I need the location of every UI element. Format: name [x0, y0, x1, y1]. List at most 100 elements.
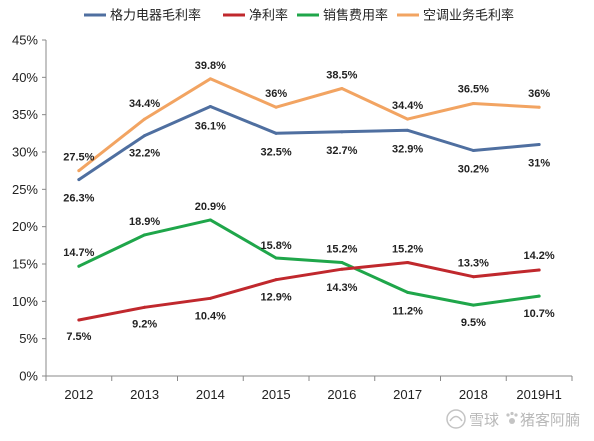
data-label: 18.9% — [129, 216, 160, 228]
y-tick-label: 25% — [12, 182, 38, 197]
data-label: 36.5% — [458, 83, 489, 95]
legend-label: 净利率 — [249, 8, 288, 24]
y-tick-label: 0% — [19, 369, 38, 384]
x-tick-label: 2018 — [459, 387, 488, 402]
data-label: 27.5% — [63, 152, 94, 164]
data-point — [537, 268, 541, 272]
legend-label: 空调业务毛利率 — [423, 8, 514, 24]
data-point — [143, 305, 147, 309]
y-tick-label: 15% — [12, 257, 38, 272]
data-point — [340, 267, 344, 271]
data-label: 9.5% — [461, 317, 486, 329]
y-tick-label: 5% — [19, 331, 38, 346]
data-point — [143, 117, 147, 121]
data-point — [406, 261, 410, 265]
data-point — [471, 101, 475, 105]
data-label: 10.4% — [195, 310, 226, 322]
data-point — [143, 233, 147, 237]
data-point — [537, 294, 541, 298]
legend-label: 销售费用率 — [323, 8, 388, 24]
data-label: 31% — [528, 158, 550, 170]
x-tick-label: 2017 — [393, 387, 422, 402]
data-point — [274, 256, 278, 260]
data-label: 36.1% — [195, 120, 226, 132]
data-point — [208, 104, 212, 108]
y-axis: 0% 5% 10% 15% 20% 25% 30% 35% 40% 45% — [12, 33, 47, 384]
snowball-logo-icon — [446, 409, 466, 429]
paw-icon — [506, 411, 518, 424]
data-point — [274, 278, 278, 282]
data-label: 15.2% — [392, 244, 423, 256]
watermark-author: 猪客阿腩 — [520, 411, 580, 429]
data-label: 32.5% — [261, 146, 292, 158]
watermark: 雪球 猪客阿腩 — [446, 409, 580, 429]
data-label: 34.4% — [392, 100, 423, 112]
watermark-brand: 雪球 — [469, 411, 499, 429]
series-line — [77, 77, 541, 173]
data-point — [537, 105, 541, 109]
data-label: 15.2% — [326, 244, 357, 256]
data-label: 38.5% — [326, 70, 357, 82]
data-label: 10.7% — [524, 308, 555, 320]
data-point — [77, 178, 81, 182]
data-point — [208, 77, 212, 81]
data-label: 14.2% — [524, 250, 555, 262]
x-tick-label: 2019H1 — [516, 387, 562, 402]
data-label: 34.4% — [129, 98, 160, 110]
data-point — [406, 290, 410, 294]
legend: 格力电器毛利率 净利率 销售费用率 空调业务毛利率 — [84, 8, 514, 24]
data-point — [143, 134, 147, 138]
series-lines — [77, 77, 541, 322]
data-point — [471, 303, 475, 307]
data-label: 39.8% — [195, 60, 226, 72]
data-point — [274, 105, 278, 109]
data-point — [340, 87, 344, 91]
data-point — [77, 169, 81, 173]
data-point — [537, 143, 541, 147]
data-label: 36% — [265, 88, 287, 100]
data-point — [77, 264, 81, 268]
data-point — [471, 149, 475, 153]
data-label: 13.3% — [458, 258, 489, 270]
y-tick-label: 20% — [12, 219, 38, 234]
x-tick-label: 2016 — [327, 387, 356, 402]
y-tick-label: 30% — [12, 145, 38, 160]
data-point — [406, 117, 410, 121]
data-label: 11.2% — [392, 305, 423, 317]
y-tick-label: 45% — [12, 33, 38, 48]
y-tick-label: 40% — [12, 70, 38, 85]
y-tick-label: 10% — [12, 294, 38, 309]
data-label: 32.7% — [326, 145, 357, 157]
data-point — [406, 128, 410, 132]
data-point — [471, 275, 475, 279]
series-line — [77, 105, 541, 182]
x-tick-label: 2014 — [196, 387, 225, 402]
data-label: 12.9% — [261, 292, 292, 304]
data-label: 14.3% — [326, 282, 357, 294]
legend-label: 格力电器毛利率 — [110, 8, 201, 24]
x-tick-label: 2013 — [130, 387, 159, 402]
data-label: 32.9% — [392, 143, 423, 155]
data-point — [340, 261, 344, 265]
data-point — [340, 130, 344, 134]
data-label: 14.7% — [63, 247, 94, 259]
series-line — [77, 261, 541, 322]
data-label: 9.2% — [132, 318, 157, 330]
data-label: 15.8% — [261, 240, 292, 252]
data-label: 20.9% — [195, 201, 226, 213]
data-point — [274, 131, 278, 135]
data-label: 36% — [528, 88, 550, 100]
data-label: 32.2% — [129, 148, 160, 160]
series-line — [77, 218, 541, 307]
data-label: 26.3% — [63, 193, 94, 205]
data-label: 30.2% — [458, 164, 489, 176]
x-tick-label: 2012 — [64, 387, 93, 402]
x-tick-label: 2015 — [262, 387, 291, 402]
y-tick-label: 35% — [12, 107, 38, 122]
data-point — [77, 318, 81, 322]
data-point — [208, 296, 212, 300]
data-point — [208, 218, 212, 222]
x-axis: 2012 2013 2014 2015 2016 2017 2018 2019H1 — [45, 375, 573, 402]
data-labels: 26.3% 32.2% 36.1% 32.5% 32.7% 32.9% 30.2% 31% 7.… — [63, 60, 555, 343]
